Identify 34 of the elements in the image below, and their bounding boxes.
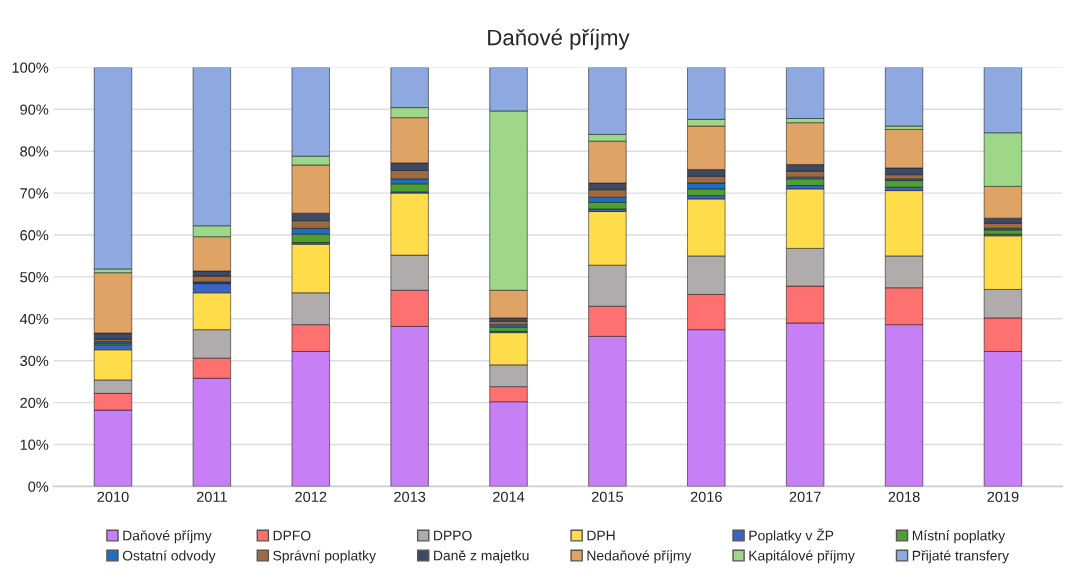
x-tick-label: 2016	[690, 491, 722, 502]
legend-label: Kapitálové příjmy	[749, 550, 855, 564]
legend-label: Přijaté transfery	[912, 550, 1009, 564]
legend-label: DPH	[587, 530, 615, 541]
x-tick-label: 2010	[97, 491, 129, 502]
y-tick-label: 100%	[12, 62, 49, 73]
y-tick-label: 10%	[20, 439, 49, 450]
x-tick-label: 2014	[493, 491, 525, 502]
y-tick-label: 20%	[20, 397, 49, 409]
x-tick-label: 2017	[789, 491, 821, 502]
x-tick-label: 2012	[295, 491, 327, 502]
y-tick-label: 30%	[20, 355, 49, 367]
legend-label: Místní poplatky	[912, 530, 1006, 544]
y-tick-label: 0%	[28, 481, 49, 492]
legend-label: Ostatní odvody	[122, 550, 216, 564]
x-tick-label: 2015	[591, 491, 624, 502]
x-tick-label: 2018	[888, 491, 920, 502]
y-tick-label: 70%	[20, 188, 49, 199]
legend-label: Správní poplatky	[273, 550, 376, 564]
legend-label: Daňové příjmy	[123, 530, 212, 544]
y-tick-label: 90%	[20, 104, 49, 115]
legend-label: DPPO	[434, 530, 472, 541]
x-tick-label: 2011	[196, 491, 227, 502]
legend-label: DPFO	[273, 530, 311, 541]
legend-label: Daně z majetku	[434, 550, 529, 564]
x-tick-label: 2013	[394, 491, 426, 502]
legend-label: Poplatky v ŽP	[749, 528, 834, 544]
legend-label: Nedaňové příjmy	[587, 550, 692, 564]
chart-title: Daňové příjmy	[488, 28, 630, 50]
y-tick-label: 60%	[20, 230, 49, 241]
y-tick-label: 40%	[19, 313, 49, 325]
y-tick-label: 80%	[20, 146, 49, 157]
x-tick-label: 2019	[987, 491, 1019, 502]
y-tick-label: 50%	[20, 271, 49, 283]
